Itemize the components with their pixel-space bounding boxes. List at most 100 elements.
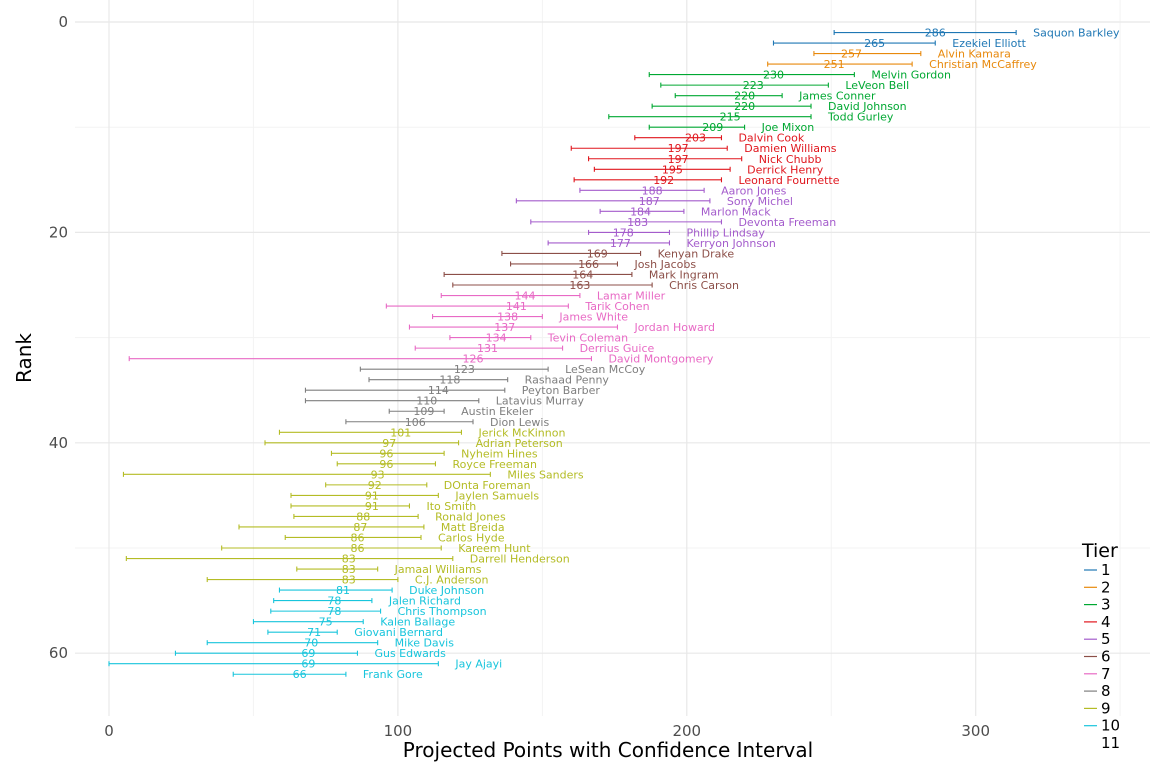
player-name-label: Derrius Guice: [580, 342, 655, 355]
player-name-label: Aaron Jones: [721, 184, 786, 197]
player-error-bar: [125, 556, 454, 562]
player-name-label: Jaylen Samuels: [454, 489, 539, 502]
player-name-label: Mark Ingram: [649, 268, 719, 281]
projected-points-label: 187: [639, 195, 660, 208]
player-name-label: Rashaad Penny: [525, 374, 610, 387]
player-name-label: Jerick McKinnon: [477, 426, 565, 439]
player-error-bar: [767, 61, 913, 67]
player-error-bar: [452, 282, 653, 288]
player-error-bar: [651, 103, 812, 109]
player-error-bar: [325, 482, 428, 488]
player-name-label: Giovani Bernard: [354, 626, 443, 639]
player-error-bar: [634, 135, 723, 141]
legend-item: 9: [1084, 699, 1111, 717]
player-error-bar: [813, 51, 922, 57]
player-error-bar: [443, 271, 633, 277]
projected-points-label: 71: [307, 626, 321, 639]
projected-points-label: 101: [390, 426, 411, 439]
projected-points-label: 144: [515, 290, 536, 303]
player-name-label: Joe Mixon: [761, 121, 815, 134]
player-error-bar: [284, 534, 422, 540]
player-error-bar: [530, 219, 723, 225]
player-name-label: Chris Carson: [669, 279, 739, 292]
legend-item: 6: [1084, 648, 1111, 666]
projected-points-label: 169: [587, 247, 608, 260]
projected-points-label: 83: [342, 574, 356, 587]
legend-item: 7: [1084, 665, 1111, 683]
legend-label: 11: [1101, 734, 1120, 752]
y-axis-title: Rank: [12, 333, 36, 383]
player-error-bar: [432, 314, 543, 320]
player-error-bar: [206, 640, 379, 646]
player-name-label: Darrell Henderson: [470, 553, 570, 566]
player-name-label: James Conner: [798, 90, 876, 103]
player-name-label: Jalen Richard: [388, 595, 461, 608]
player-name-label: Austin Ekeler: [461, 405, 534, 418]
player-error-bar: [273, 598, 373, 604]
player-error-bar: [648, 72, 855, 78]
player-name-label: Dion Lewis: [490, 416, 549, 429]
projected-points-label: 251: [824, 58, 845, 71]
player-name-label: C.J. Anderson: [415, 574, 489, 587]
projected-points-label: 66: [293, 668, 307, 681]
player-error-bar: [270, 608, 382, 614]
player-name-label: Nyheim Hines: [461, 447, 538, 460]
player-error-bar: [414, 345, 564, 351]
legend-item: 3: [1084, 596, 1111, 614]
projected-points-label: 96: [379, 447, 393, 460]
projected-points-label: 134: [486, 332, 507, 345]
player-name-label: Kerryon Johnson: [686, 237, 775, 250]
player-name-label: James White: [558, 311, 628, 324]
player-name-label: Lamar Miller: [597, 290, 666, 303]
projected-points-label: 110: [416, 395, 437, 408]
y-tick-label: 60: [49, 644, 68, 662]
projected-points-label: 183: [627, 216, 648, 229]
projected-points-label: 88: [356, 510, 370, 523]
projected-points-label: 86: [350, 531, 364, 544]
projected-points-label: 177: [610, 237, 631, 250]
player-name-label: Carlos Hyde: [438, 531, 505, 544]
projected-points-label: 92: [368, 479, 382, 492]
player-error-bar: [330, 450, 445, 456]
player-name-label: Dalvin Cook: [738, 132, 804, 145]
projected-points-label: 163: [569, 279, 590, 292]
player-error-bar: [588, 156, 743, 162]
y-tick-label: 40: [49, 434, 68, 452]
player-error-bar: [599, 208, 685, 214]
projected-points-label: 137: [494, 321, 515, 334]
player-name-label: Leonard Fournette: [738, 174, 839, 187]
error-bars: [108, 30, 1017, 677]
legend-item: 2: [1084, 578, 1111, 596]
player-name-label: DOnta Foreman: [444, 479, 531, 492]
projected-points-label: 192: [653, 174, 674, 187]
player-error-bar: [408, 324, 619, 330]
projected-points-label: 265: [864, 37, 885, 50]
legend-item: 10: [1084, 717, 1120, 735]
projected-points-label: 178: [613, 226, 634, 239]
projected-points-label: 164: [572, 268, 593, 281]
player-name-label: Phillip Lindsay: [686, 226, 765, 239]
player-name-label: Royce Freeman: [452, 458, 536, 471]
projected-points-label: 114: [428, 384, 449, 397]
legend-label: 6: [1101, 648, 1111, 666]
player-error-bar: [608, 114, 812, 120]
player-name-label: Mike Davis: [395, 637, 455, 650]
player-name-label: Frank Gore: [363, 668, 423, 681]
player-error-bar: [221, 545, 442, 551]
player-error-bar: [440, 293, 581, 299]
projected-points-label: 203: [685, 132, 706, 145]
player-error-bar: [293, 513, 419, 519]
player-name-label: Todd Gurley: [827, 111, 894, 124]
projected-points-label: 220: [734, 90, 755, 103]
player-name-label: Jay Ajayi: [454, 658, 502, 671]
player-error-bar: [345, 419, 474, 425]
player-error-bar: [206, 577, 399, 583]
player-name-label: Ronald Jones: [435, 510, 506, 523]
projected-points-label: 166: [578, 258, 599, 271]
player-error-bar: [385, 303, 569, 309]
legend-item: 11: [1101, 734, 1120, 752]
player-name-label: Adrian Peterson: [476, 437, 563, 450]
projected-points-label: 91: [365, 489, 379, 502]
player-name-label: Duke Johnson: [409, 584, 484, 597]
